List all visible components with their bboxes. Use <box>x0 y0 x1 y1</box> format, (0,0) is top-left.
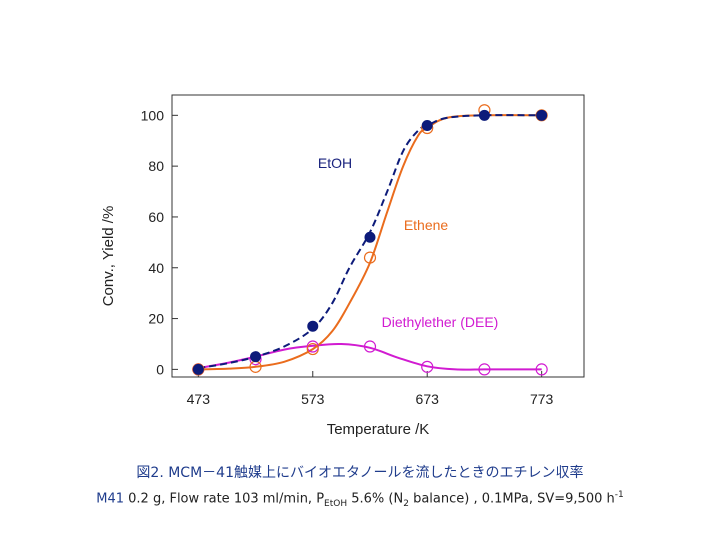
chart: 0 20 40 60 80 100 473 573 673 773 Temperature /K Co… <box>100 94 585 438</box>
etoh-point <box>478 109 490 121</box>
etoh-point <box>250 351 262 363</box>
figure-title: 図2. MCM－41触媒上にバイオエタノールを流したときのエチレン収率 <box>136 465 584 481</box>
diethylether-dee-point <box>363 340 377 353</box>
x-tick-label: 473 <box>187 391 211 407</box>
diethylether-dee-point <box>535 363 548 376</box>
y-tick-label: 100 <box>141 107 165 123</box>
etoh-point <box>307 320 319 332</box>
y-tick-label: 20 <box>148 311 164 327</box>
ethene-point <box>306 342 319 356</box>
y-tick-label: 60 <box>148 209 164 225</box>
conditions-text-2: 5.6% (N <box>347 491 404 507</box>
x-tick-label: 673 <box>416 391 440 407</box>
diethylether-dee-point <box>421 360 434 373</box>
y-axis-label: Conv., Yield /% <box>100 206 117 307</box>
etoh-point <box>192 363 204 375</box>
pressure-subscript: EtOH <box>324 498 348 509</box>
x-axis-label: Temperature /K <box>327 421 430 438</box>
sample-name: M41 <box>96 491 125 507</box>
ethene-point <box>363 251 377 264</box>
y-tick-label: 80 <box>148 158 164 174</box>
plot-frame <box>171 94 585 378</box>
y-tick-label: 40 <box>148 260 164 276</box>
conditions-text-1: 0.2 g, Flow rate 103 ml/min, P <box>124 491 325 507</box>
diethylether-dee-point <box>478 363 491 376</box>
conditions-text-3: balance) , 0.1MPa, SV=9,500 h <box>408 491 615 507</box>
x-tick-label: 573 <box>301 391 325 407</box>
y-tick-label: 0 <box>156 361 164 377</box>
etoh-point <box>421 119 433 131</box>
experimental-conditions: M41 0.2 g, Flow rate 103 ml/min, PEtOH 5… <box>0 490 720 509</box>
unit-superscript: -1 <box>614 490 624 500</box>
x-tick-label: 773 <box>530 391 554 407</box>
etoh-point <box>364 231 376 243</box>
series-label-diethylether-dee: Diethylether (DEE) <box>382 314 499 330</box>
nitrogen-subscript: 2 <box>403 498 409 509</box>
etoh-point <box>536 109 548 121</box>
series-label-etoh: EtOH <box>318 155 352 171</box>
series-label-ethene: Ethene <box>404 217 449 233</box>
